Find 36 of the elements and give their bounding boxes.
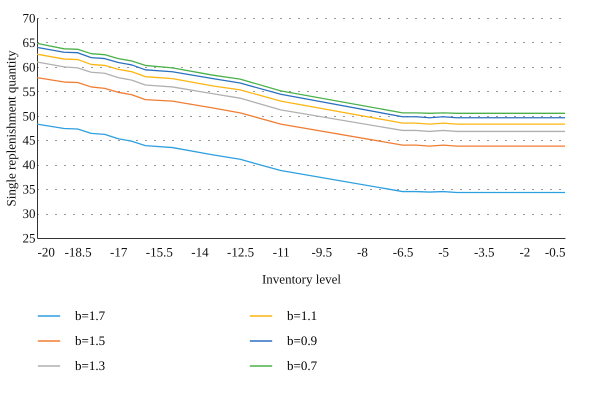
y-axis-title: Single replenishment quantity: [4, 50, 18, 206]
legend-label: b=1.5: [75, 333, 106, 348]
x-tick-label: -17: [110, 244, 128, 260]
y-tick-label: 55: [22, 84, 36, 99]
y-tick-label: 60: [22, 59, 36, 74]
x-tick-label: -5: [438, 244, 450, 260]
legend-label: b=0.9: [287, 333, 318, 348]
x-tick-label: -14: [191, 244, 210, 260]
x-tick-label: -12.5: [227, 244, 254, 260]
x-tick-label: -15.5: [146, 244, 173, 260]
x-tick-label: -3.5: [474, 244, 495, 260]
y-tick-label: 35: [22, 182, 36, 197]
y-tick-label: 30: [22, 206, 36, 222]
legend-label: b=1.7: [75, 308, 106, 323]
line-series: [36, 54, 566, 125]
x-tick-label: -2: [519, 244, 530, 260]
x-tick-label: -6.5: [392, 244, 414, 260]
line-series: [36, 123, 566, 194]
x-tick-label: -9.5: [312, 244, 332, 260]
x-tick-label: -0.5: [544, 244, 566, 260]
line-series: [36, 76, 566, 147]
x-axis-title: Inventory level: [262, 272, 342, 286]
legend-label: b=0.7: [287, 358, 318, 373]
y-tick-label: 65: [22, 34, 36, 50]
y-tick-label: 45: [22, 132, 36, 148]
legend-label: b=1.1: [287, 308, 318, 323]
line-series: [36, 61, 566, 132]
x-tick-label: -11: [272, 244, 290, 260]
y-tick-label: 70: [22, 10, 36, 26]
y-tick-label: 40: [22, 157, 36, 172]
legend-label: b=1.3: [75, 358, 106, 373]
y-tick-label: 25: [22, 230, 36, 246]
x-tick-label: -18.5: [64, 244, 92, 260]
x-tick-label: -8: [357, 244, 368, 260]
y-tick-label: 50: [22, 108, 36, 124]
x-tick-label: -20: [38, 244, 55, 260]
